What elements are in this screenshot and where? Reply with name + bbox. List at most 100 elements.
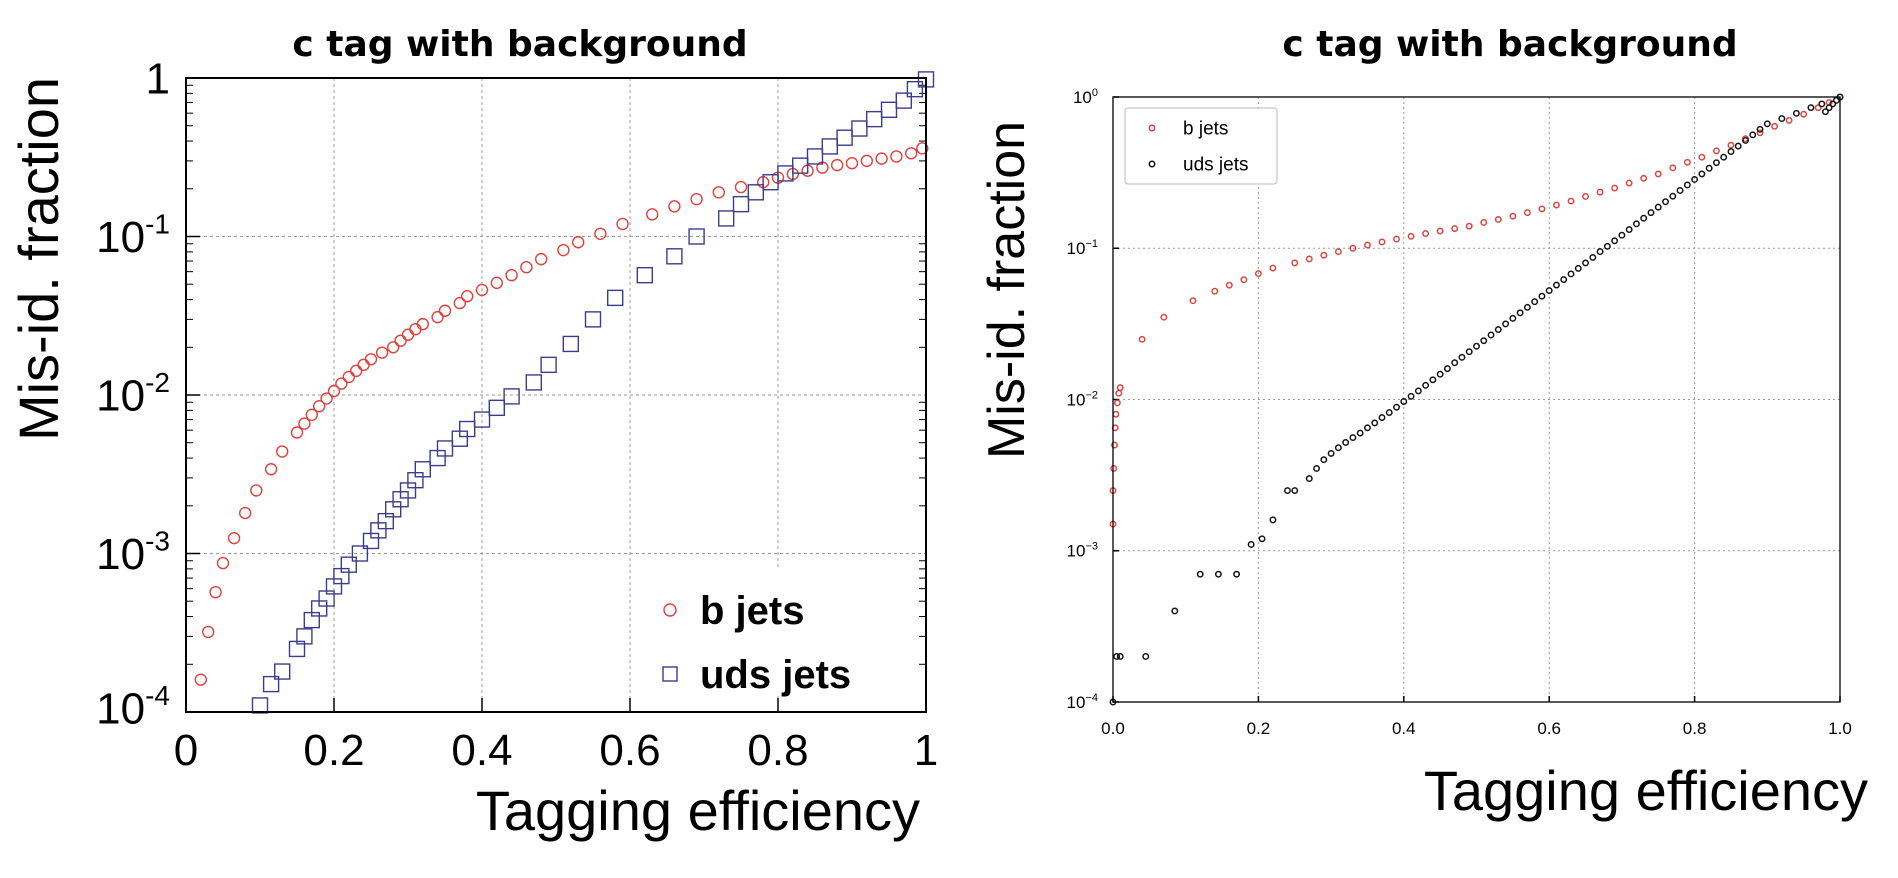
- right-plot-frame: [1112, 96, 1841, 703]
- left-point: [607, 289, 624, 307]
- chart-left-xlabel: Tagging efficiency: [476, 779, 920, 842]
- left-point: [572, 236, 585, 249]
- left-y-tick-exponent: -2: [145, 367, 170, 398]
- right-point: [1574, 264, 1582, 272]
- right-point: [1832, 96, 1840, 104]
- left-point: [305, 408, 318, 422]
- left-point: [364, 353, 378, 366]
- left-point: [475, 283, 489, 297]
- right-point: [1654, 170, 1662, 178]
- right-point: [1669, 164, 1677, 172]
- right-plot-area: [1113, 97, 1840, 702]
- left-y-tick-exponent: -4: [145, 680, 170, 711]
- chart-right-ylabel: Mis-id. fraction: [978, 121, 1036, 459]
- right-legend-marker: [1148, 160, 1156, 168]
- right-point: [1683, 181, 1691, 189]
- right-point: [1640, 174, 1648, 182]
- left-point: [459, 420, 476, 438]
- right-point: [1611, 237, 1619, 245]
- chart-left-ylabel: Mis-id. fraction: [7, 77, 70, 441]
- right-point: [1818, 100, 1826, 108]
- left-point: [490, 276, 503, 290]
- left-point: [821, 138, 838, 155]
- right-point: [1196, 570, 1204, 578]
- right-y-tick-exponent: −3: [1085, 541, 1098, 553]
- right-series-uds-jets: [1109, 93, 1844, 706]
- right-point: [1822, 108, 1829, 116]
- right-point: [1407, 392, 1415, 400]
- right-series-b-jets: [1109, 93, 1844, 528]
- right-point: [1320, 251, 1328, 259]
- left-point: [880, 101, 898, 119]
- right-point: [1473, 342, 1480, 350]
- left-point: [414, 461, 431, 478]
- right-point: [1233, 570, 1241, 578]
- left-point: [264, 463, 278, 476]
- left-y-tick-label: 10-1: [96, 208, 170, 261]
- right-point: [1589, 253, 1597, 261]
- left-point: [690, 192, 703, 206]
- left-point: [320, 392, 333, 405]
- left-point: [453, 296, 466, 310]
- right-point: [1400, 398, 1408, 405]
- left-x-tick-label: 0.6: [599, 726, 660, 775]
- right-point: [1720, 153, 1728, 161]
- left-point: [436, 440, 454, 457]
- right-point: [1567, 197, 1575, 205]
- right-point: [1545, 287, 1553, 295]
- left-legend-marker: [663, 603, 677, 617]
- right-point: [1327, 449, 1335, 457]
- right-point: [1385, 409, 1393, 416]
- right-point: [1113, 653, 1121, 660]
- right-legend-box: [1124, 107, 1278, 185]
- right-point: [1509, 212, 1517, 220]
- right-point: [1465, 222, 1473, 230]
- left-point: [535, 252, 548, 266]
- right-point: [1778, 115, 1786, 123]
- right-legend-marker: [1148, 124, 1156, 132]
- right-point: [1480, 337, 1488, 345]
- right-point: [1113, 399, 1121, 407]
- right-point: [1451, 225, 1459, 232]
- right-point: [1189, 297, 1197, 305]
- left-point: [416, 317, 429, 331]
- chart-left: b jets uds jets c tag with background Taggi…: [7, 24, 938, 842]
- left-series-b-jets: [194, 142, 929, 686]
- right-point: [1676, 187, 1684, 194]
- left-point: [584, 311, 602, 328]
- left-point: [250, 484, 263, 497]
- right-point: [1749, 131, 1757, 139]
- left-point: [194, 673, 208, 686]
- left-point: [216, 556, 230, 570]
- right-point: [1422, 230, 1430, 238]
- right-point: [1785, 116, 1793, 124]
- left-point: [762, 174, 779, 191]
- left-point: [335, 377, 348, 390]
- right-point: [1313, 465, 1321, 472]
- right-point: [1825, 104, 1833, 112]
- right-point: [1465, 348, 1473, 356]
- left-point: [806, 148, 824, 165]
- right-y-tick-label: 10−3: [1067, 541, 1098, 561]
- left-point: [431, 310, 444, 324]
- left-point: [890, 150, 903, 163]
- right-legend-label: b jets: [1183, 119, 1228, 140]
- right-point: [1378, 238, 1386, 246]
- right-point: [1814, 104, 1822, 112]
- right-point: [1487, 331, 1495, 339]
- right-point: [1727, 148, 1735, 155]
- left-y-tick-label: 1: [146, 54, 170, 103]
- left-point: [387, 341, 400, 354]
- right-point: [1334, 444, 1342, 452]
- right-point: [1800, 110, 1808, 118]
- chart-left-title: c tag with background: [292, 24, 747, 65]
- right-point: [1116, 384, 1124, 391]
- left-point: [666, 248, 683, 265]
- left-point: [557, 243, 570, 257]
- left-point: [747, 184, 764, 201]
- right-y-tick-label: 10−4: [1067, 692, 1098, 712]
- left-point: [860, 154, 873, 168]
- right-point: [1553, 281, 1560, 289]
- right-x-tick-label: 0.2: [1247, 719, 1271, 738]
- right-point: [1364, 241, 1371, 249]
